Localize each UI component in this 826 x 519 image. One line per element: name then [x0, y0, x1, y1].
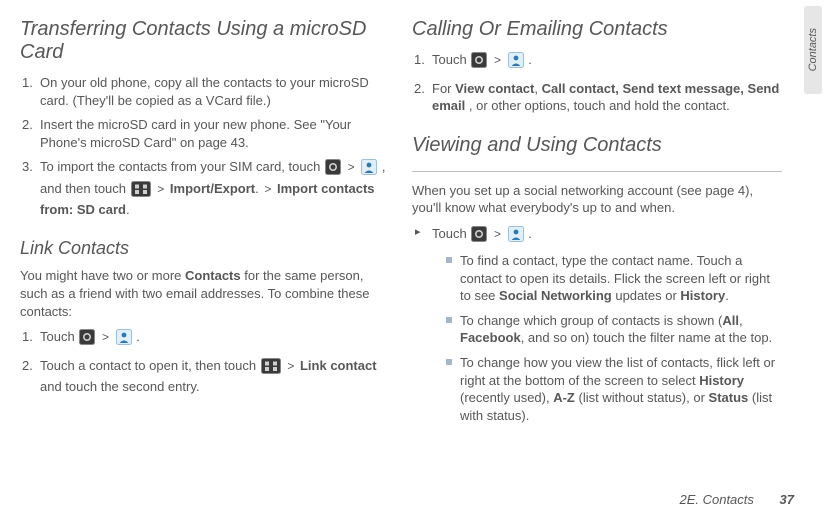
step-text: . [136, 329, 140, 344]
text: . [528, 226, 532, 241]
bold-text: View contact [455, 81, 534, 96]
home-icon [79, 329, 95, 350]
bold-text: Contacts [185, 268, 241, 283]
bold-text: History [680, 288, 725, 303]
menu-icon [261, 358, 281, 379]
bold-text: Status [709, 390, 749, 405]
step-text: Insert the microSD card in your new phon… [40, 117, 351, 150]
page-body: Transferring Contacts Using a microSD Ca… [0, 0, 826, 437]
step: Touch a contact to open it, then touch >… [20, 357, 390, 396]
step-text: and touch the second entry. [40, 379, 199, 394]
steps-link: Touch > . Touch a contact to open it, th… [20, 328, 390, 403]
heading-transferring: Transferring Contacts Using a microSD Ca… [20, 18, 390, 64]
bold-text: Social Networking [499, 288, 612, 303]
list-item: To find a contact, type the contact name… [432, 252, 782, 305]
sub-bullet-list: To find a contact, type the contact name… [432, 252, 782, 424]
page-footer: 2E. Contacts 37 [679, 492, 794, 507]
step: To import the contacts from your SIM car… [20, 158, 390, 219]
contacts-icon [116, 329, 132, 350]
contacts-icon [508, 52, 524, 73]
step: Touch > . [412, 51, 782, 73]
step-text: To import the contacts from your SIM car… [40, 159, 324, 174]
step-text: . [255, 181, 262, 196]
gt-icon: > [494, 52, 501, 68]
bold-text: A-Z [553, 390, 575, 405]
gt-icon: > [287, 358, 294, 374]
step: Touch > . [20, 328, 390, 350]
text: (list without status), or [575, 390, 709, 405]
bold-text: History [699, 373, 744, 388]
steps-calling: Touch > . For View contact, Call contact… [412, 51, 782, 122]
heading-viewing-using: Viewing and Using Contacts [412, 134, 782, 157]
step-text: Touch a contact to open it, then touch [40, 358, 260, 373]
step: On your old phone, copy all the contacts… [20, 74, 390, 109]
gt-icon: > [494, 226, 501, 242]
text: . [725, 288, 729, 303]
gt-icon: > [264, 181, 271, 197]
bold-text: Facebook [460, 330, 521, 345]
gt-icon: > [157, 181, 164, 197]
menu-icon [131, 181, 151, 202]
bold-text: All [722, 313, 739, 328]
bold-text: Send text message, [623, 81, 744, 96]
heading-rule [412, 171, 782, 172]
contacts-icon [508, 226, 524, 247]
tab-label: Contacts [807, 28, 819, 71]
list-item: Touch > . To find a contact, type the co… [412, 225, 782, 424]
bold-text: Import/Export [170, 181, 255, 196]
home-icon [325, 159, 341, 180]
text: You might have two or more [20, 268, 185, 283]
right-column: Calling Or Emailing Contacts Touch > . F… [412, 18, 782, 437]
bullet-list: Touch > . To find a contact, type the co… [412, 225, 782, 431]
text: , [739, 313, 743, 328]
home-icon [471, 52, 487, 73]
text: updates or [612, 288, 681, 303]
body-paragraph: When you set up a social networking acco… [412, 182, 782, 217]
left-column: Transferring Contacts Using a microSD Ca… [20, 18, 390, 437]
heading-link-contacts: Link Contacts [20, 238, 390, 260]
list-item: To change how you view the list of conta… [432, 354, 782, 424]
text: Touch [432, 226, 470, 241]
text: , and so on) touch the filter name at th… [521, 330, 773, 345]
gt-icon: > [102, 329, 109, 345]
text: (recently used), [460, 390, 553, 405]
list-item: To change which group of contacts is sho… [432, 312, 782, 347]
bold-text: Call contact, [542, 81, 619, 96]
step-text: Touch [40, 329, 78, 344]
section-tab: Contacts [804, 6, 822, 94]
text: To change which group of contacts is sho… [460, 313, 722, 328]
step-text: Touch [432, 52, 470, 67]
step-text: , or other options, touch and hold the c… [469, 98, 730, 113]
bold-text: Link contact [300, 358, 377, 373]
home-icon [471, 226, 487, 247]
step-text: . [528, 52, 532, 67]
step-text: On your old phone, copy all the contacts… [40, 75, 369, 108]
steps-transferring: On your old phone, copy all the contacts… [20, 74, 390, 226]
footer-section: 2E. Contacts [679, 492, 753, 507]
footer-page-number: 37 [780, 492, 794, 507]
step: For View contact, Call contact, Send tex… [412, 80, 782, 115]
step: Insert the microSD card in your new phon… [20, 116, 390, 151]
text: , [534, 81, 541, 96]
step-text: . [126, 202, 130, 217]
heading-calling-emailing: Calling Or Emailing Contacts [412, 18, 782, 41]
body-paragraph: You might have two or more Contacts for … [20, 267, 390, 320]
gt-icon: > [348, 159, 355, 175]
step-text: For [432, 81, 455, 96]
contacts-icon [361, 159, 377, 180]
